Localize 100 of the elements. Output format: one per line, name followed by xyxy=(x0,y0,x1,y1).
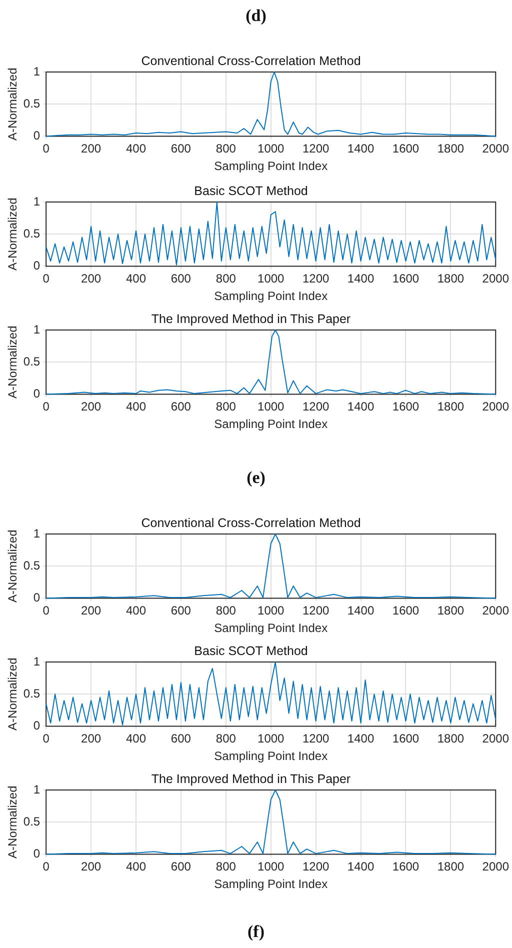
x-tick-label: 1200 xyxy=(302,860,330,874)
y-tick-label: 1 xyxy=(33,194,40,208)
x-tick-label: 200 xyxy=(81,860,102,874)
y-tick-label: 0 xyxy=(33,258,40,273)
x-tick-label: 400 xyxy=(126,400,146,414)
y-axis-title: A-Normalized xyxy=(6,68,20,140)
x-tick-label: 2000 xyxy=(482,272,510,286)
x-tick-label: 1600 xyxy=(392,732,420,746)
x-tick-label: 1600 xyxy=(392,860,420,874)
chart-title: The Improved Method in This Paper xyxy=(151,312,351,326)
x-tick-label: 1800 xyxy=(437,400,464,414)
y-axis-title: A-Normalized xyxy=(6,658,20,730)
x-tick-label: 1600 xyxy=(392,142,420,156)
x-tick-label: 1400 xyxy=(347,142,374,156)
x-tick-label: 0 xyxy=(42,732,50,746)
x-axis-title: Sampling Point Index xyxy=(214,159,328,174)
x-tick-label: 400 xyxy=(126,860,146,874)
x-tick-label: 200 xyxy=(81,272,102,286)
x-tick-label: 1200 xyxy=(302,604,330,618)
x-tick-label: 1000 xyxy=(258,860,285,874)
x-tick-label: 1400 xyxy=(347,604,374,618)
x-axis-title: Sampling Point Index xyxy=(214,417,328,432)
x-tick-label: 1800 xyxy=(437,732,464,746)
x-tick-label: 400 xyxy=(126,142,146,156)
x-tick-label: 1000 xyxy=(258,272,285,286)
x-tick-label: 1200 xyxy=(302,142,330,156)
y-tick-label: 1 xyxy=(33,322,40,336)
x-tick-label: 400 xyxy=(126,272,146,286)
x-tick-label: 1000 xyxy=(258,732,285,746)
x-tick-label: 600 xyxy=(170,732,192,746)
y-tick-label: 0.5 xyxy=(23,96,40,110)
y-tick-label: 0.5 xyxy=(23,814,40,828)
x-tick-label: 0 xyxy=(42,604,50,618)
x-tick-label: 800 xyxy=(216,604,236,618)
x-tick-label: 200 xyxy=(81,604,102,618)
x-axis-title: Sampling Point Index xyxy=(214,289,328,304)
y-tick-label: 1 xyxy=(33,64,40,78)
x-tick-label: 0 xyxy=(42,860,50,874)
chart-title: Basic SCOT Method xyxy=(194,184,308,198)
chart-title: Conventional Cross-Correlation Method xyxy=(141,54,361,68)
x-tick-label: 200 xyxy=(81,142,102,156)
x-tick-label: 200 xyxy=(81,732,102,746)
x-tick-label: 2000 xyxy=(482,860,510,874)
x-tick-label: 800 xyxy=(216,272,236,286)
x-tick-label: 600 xyxy=(170,400,192,414)
x-tick-label: 600 xyxy=(170,142,192,156)
x-tick-label: 200 xyxy=(81,400,102,414)
x-axis-title: Sampling Point Index xyxy=(214,749,328,764)
x-tick-label: 1000 xyxy=(258,604,285,618)
y-tick-label: 0.5 xyxy=(23,226,40,240)
y-axis-title: A-Normalized xyxy=(6,786,20,858)
x-tick-label: 1400 xyxy=(347,400,374,414)
chart-title: The Improved Method in This Paper xyxy=(151,772,351,786)
y-tick-label: 0.5 xyxy=(23,686,40,700)
x-tick-label: 1200 xyxy=(302,272,330,286)
y-tick-label: 0.5 xyxy=(23,558,40,572)
x-tick-label: 800 xyxy=(216,400,236,414)
x-tick-label: 800 xyxy=(216,860,236,874)
text: (f) xyxy=(246,922,266,942)
x-tick-label: 2000 xyxy=(482,604,510,618)
x-tick-label: 0 xyxy=(42,272,50,286)
x-tick-label: 1200 xyxy=(302,400,330,414)
x-tick-label: 600 xyxy=(170,272,192,286)
y-axis-title: A-Normalized xyxy=(6,530,20,602)
x-axis-title: Sampling Point Index xyxy=(214,877,328,892)
x-tick-label: 2000 xyxy=(482,142,510,156)
x-tick-label: 1800 xyxy=(437,272,464,286)
x-tick-label: 1400 xyxy=(347,860,374,874)
x-tick-label: 1400 xyxy=(347,732,374,746)
x-tick-label: 1600 xyxy=(392,604,420,618)
x-tick-label: 2000 xyxy=(482,400,510,414)
text: (d) xyxy=(244,6,268,26)
x-tick-label: 1800 xyxy=(437,604,464,618)
x-tick-label: 800 xyxy=(216,142,236,156)
y-tick-label: 1 xyxy=(33,526,40,540)
x-tick-label: 400 xyxy=(126,732,146,746)
x-tick-label: 1200 xyxy=(302,732,330,746)
x-tick-label: 1400 xyxy=(347,272,374,286)
chart-title: Basic SCOT Method xyxy=(194,644,308,658)
y-tick-label: 0 xyxy=(33,846,40,861)
x-axis-title: Sampling Point Index xyxy=(214,621,328,636)
x-tick-label: 1800 xyxy=(437,142,464,156)
x-tick-label: 1600 xyxy=(392,400,420,414)
x-tick-label: 400 xyxy=(126,604,146,618)
x-tick-label: 600 xyxy=(170,604,192,618)
y-tick-label: 1 xyxy=(33,782,40,796)
x-tick-label: 600 xyxy=(170,860,192,874)
x-tick-label: 0 xyxy=(42,142,50,156)
y-tick-label: 0 xyxy=(33,128,40,143)
x-tick-label: 1000 xyxy=(258,142,285,156)
y-tick-label: 0.5 xyxy=(23,354,40,368)
text: (e) xyxy=(246,468,266,488)
y-tick-label: 0 xyxy=(33,718,40,733)
x-tick-label: 2000 xyxy=(482,732,510,746)
x-tick-label: 1800 xyxy=(437,860,464,874)
x-tick-label: 0 xyxy=(42,400,50,414)
x-tick-label: 1600 xyxy=(392,272,420,286)
y-axis-title: A-Normalized xyxy=(6,326,20,398)
y-tick-label: 1 xyxy=(33,654,40,668)
x-tick-label: 1000 xyxy=(258,400,285,414)
